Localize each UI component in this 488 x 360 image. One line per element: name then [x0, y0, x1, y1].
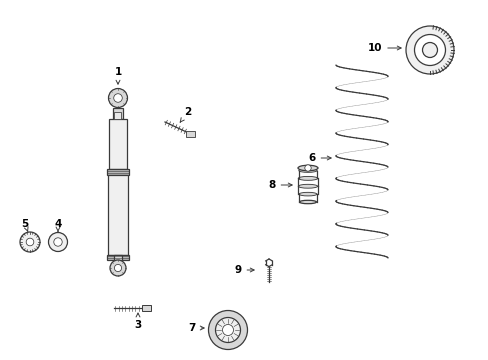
Circle shape	[422, 42, 437, 58]
Text: 9: 9	[234, 265, 254, 275]
Circle shape	[414, 35, 445, 66]
Circle shape	[108, 89, 127, 108]
FancyBboxPatch shape	[109, 118, 127, 168]
FancyBboxPatch shape	[107, 168, 129, 175]
Circle shape	[114, 264, 122, 271]
Ellipse shape	[298, 184, 317, 188]
Text: 7: 7	[188, 323, 203, 333]
Text: 1: 1	[114, 67, 122, 84]
Circle shape	[114, 94, 122, 102]
Circle shape	[222, 324, 233, 336]
Text: 5: 5	[21, 219, 29, 232]
Circle shape	[304, 165, 310, 171]
FancyBboxPatch shape	[185, 131, 195, 137]
Circle shape	[208, 310, 247, 350]
Text: 3: 3	[134, 313, 142, 330]
FancyBboxPatch shape	[114, 112, 121, 119]
Circle shape	[405, 26, 453, 74]
FancyBboxPatch shape	[114, 255, 122, 260]
Circle shape	[54, 238, 62, 246]
FancyBboxPatch shape	[113, 108, 123, 118]
Circle shape	[110, 260, 126, 276]
Circle shape	[215, 318, 240, 342]
Circle shape	[26, 238, 34, 246]
Circle shape	[48, 233, 67, 252]
FancyBboxPatch shape	[142, 305, 151, 311]
FancyBboxPatch shape	[108, 175, 127, 255]
Ellipse shape	[299, 192, 316, 196]
Ellipse shape	[299, 200, 316, 204]
Text: 6: 6	[308, 153, 330, 163]
Ellipse shape	[298, 176, 317, 180]
Text: 2: 2	[180, 107, 191, 122]
Ellipse shape	[297, 165, 317, 171]
Ellipse shape	[298, 168, 317, 172]
Text: 10: 10	[367, 43, 400, 53]
Text: 8: 8	[268, 180, 291, 190]
FancyBboxPatch shape	[107, 255, 129, 260]
Circle shape	[20, 232, 40, 252]
Text: 4: 4	[54, 219, 61, 232]
